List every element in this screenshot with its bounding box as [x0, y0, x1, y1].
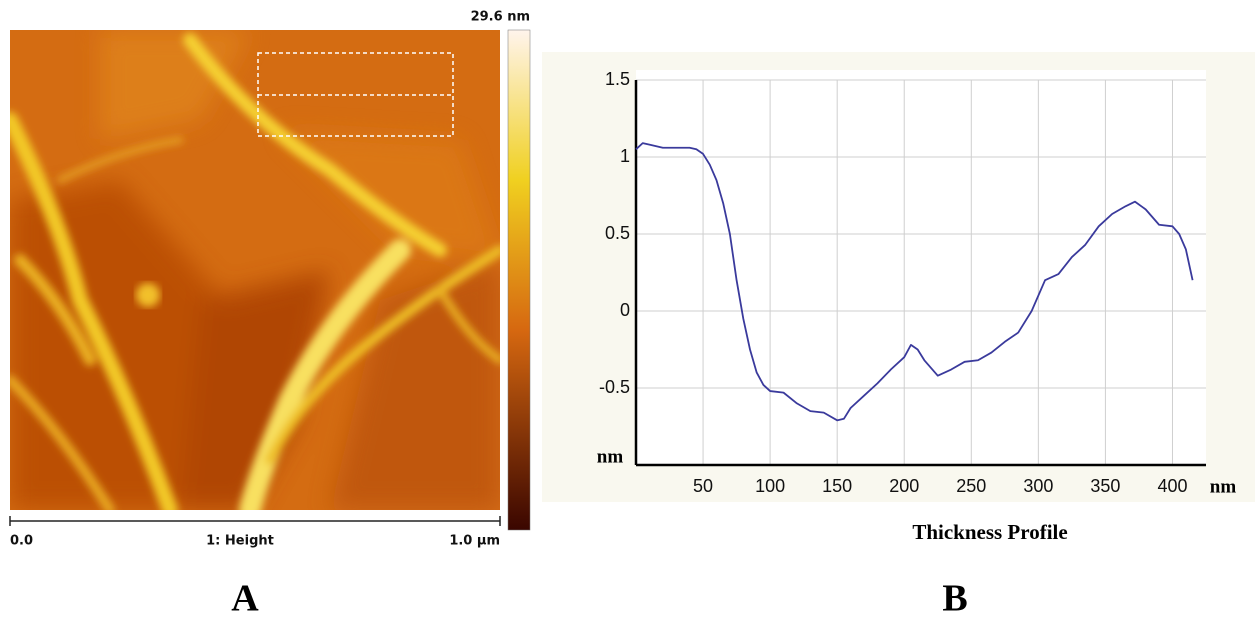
scale-end: 1.0 µm: [449, 534, 500, 549]
panel-label: A: [231, 578, 259, 620]
x-tick-label: 250: [956, 476, 986, 496]
x-tick-label: 400: [1157, 476, 1187, 496]
scale-start: 0.0: [10, 534, 33, 549]
y-tick-label: -0.5: [599, 377, 630, 397]
x-tick-label: 50: [693, 476, 713, 496]
y-tick-label: 0: [620, 300, 630, 320]
y-axis-label: nm: [597, 446, 624, 467]
scale-bar: [9, 516, 501, 526]
color-scale-max: 29.6 nm: [471, 10, 530, 25]
plot-area: [636, 70, 1206, 465]
x-tick-label: 200: [889, 476, 919, 496]
x-tick-label: 300: [1023, 476, 1053, 496]
x-axis-label: nm: [1210, 476, 1237, 497]
chart-title: Thickness Profile: [912, 520, 1067, 544]
x-tick-label: 350: [1090, 476, 1120, 496]
y-tick-label: 1: [620, 146, 630, 166]
x-tick-label: 100: [755, 476, 785, 496]
afm-image: [10, 30, 500, 510]
x-tick-label: 150: [822, 476, 852, 496]
channel-label: 1: Height: [206, 534, 274, 549]
y-tick-label: 1.5: [605, 69, 630, 89]
profile-line: [635, 142, 1194, 422]
panel-label: B: [942, 578, 967, 620]
y-tick-label: 0.5: [605, 223, 630, 243]
color-bar: [507, 29, 531, 531]
